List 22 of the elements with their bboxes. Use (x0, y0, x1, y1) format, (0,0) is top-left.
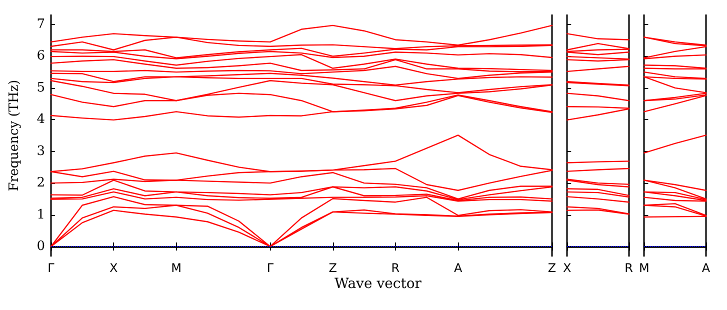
y-tick-label: 1 (36, 207, 45, 222)
x-tick-label: Z (328, 261, 337, 275)
x-tick-label: X (562, 261, 572, 275)
y-tick-label: 5 (36, 80, 45, 96)
x-tick-label: A (702, 261, 711, 275)
y-tick-label: 3 (36, 144, 45, 159)
x-tick-label: R (624, 261, 634, 275)
y-tick-label: 4 (36, 112, 45, 128)
x-axis-title: Wave vector (334, 276, 422, 292)
x-tick-label: A (454, 261, 463, 275)
y-tick-label: 6 (36, 48, 45, 64)
y-tick-label: 2 (36, 176, 45, 191)
x-tick-label: Γ (48, 261, 55, 275)
y-axis-title: Frequency (THz) (7, 80, 22, 192)
x-tick-label: R (391, 261, 400, 275)
x-tick-label: M (638, 261, 650, 275)
x-tick-label: X (110, 261, 118, 275)
y-tick-label: 7 (36, 17, 45, 32)
y-tick-label: 0 (36, 238, 45, 254)
x-tick-label: Γ (266, 261, 274, 275)
x-tick-label: M (171, 261, 182, 275)
x-tick-label: Z (548, 261, 556, 275)
